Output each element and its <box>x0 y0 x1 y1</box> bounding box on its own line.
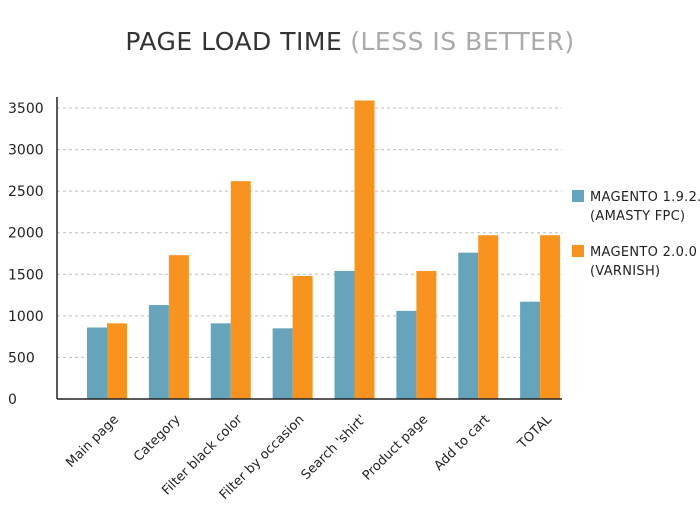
chart-title: PAGE LOAD TIME (LESS IS BETTER) <box>125 27 574 56</box>
bar <box>458 252 479 399</box>
grid-lines <box>57 107 562 358</box>
legend-swatch <box>572 190 584 202</box>
legend-swatch <box>572 245 584 257</box>
bar <box>334 270 355 399</box>
bar <box>272 328 293 399</box>
bar <box>396 310 417 399</box>
x-tick-label: Category <box>131 412 184 465</box>
x-tick-label: Search 'shirt' <box>299 412 370 483</box>
y-tick-label: 1000 <box>8 309 44 325</box>
legend-entry: MAGENTO 1.9.2.2 (AMASTY FPC) <box>590 190 700 224</box>
chart-subtitle: (LESS IS BETTER) <box>350 27 574 56</box>
bar <box>520 301 541 399</box>
legend: MAGENTO 1.9.2.2 (AMASTY FPC) MAGENTO 2.0.0… <box>572 190 700 279</box>
bars <box>87 100 561 399</box>
bar <box>416 270 437 399</box>
bar <box>168 255 189 399</box>
chart-title-main: PAGE LOAD TIME <box>125 27 342 56</box>
bar <box>107 323 127 399</box>
bar <box>148 305 169 399</box>
x-tick-label: Main page <box>63 412 121 470</box>
bar <box>292 275 313 399</box>
bar <box>230 181 251 399</box>
y-tick-label: 3000 <box>8 143 44 159</box>
bar <box>210 323 231 399</box>
bar <box>87 327 107 399</box>
bar <box>478 235 499 399</box>
x-tick-label: Add to cart <box>432 412 494 474</box>
y-tick-label: 2000 <box>8 226 44 242</box>
bar <box>540 235 561 399</box>
y-tick-label: 2500 <box>8 184 44 200</box>
axes <box>56 97 562 400</box>
bar <box>354 100 375 399</box>
y-tick-label: 3500 <box>8 101 44 117</box>
x-tick-label: TOTAL <box>514 412 555 453</box>
y-tick-label: 0 <box>8 392 17 408</box>
legend-entry: MAGENTO 2.0.0 (VARNISH) <box>590 245 697 279</box>
x-tick-label: Product page <box>360 412 431 483</box>
y-tick-labels: 0 500 1000 1500 2000 2500 3000 3500 <box>8 101 44 408</box>
y-tick-label: 500 <box>8 350 35 366</box>
y-tick-label: 1500 <box>8 267 44 283</box>
